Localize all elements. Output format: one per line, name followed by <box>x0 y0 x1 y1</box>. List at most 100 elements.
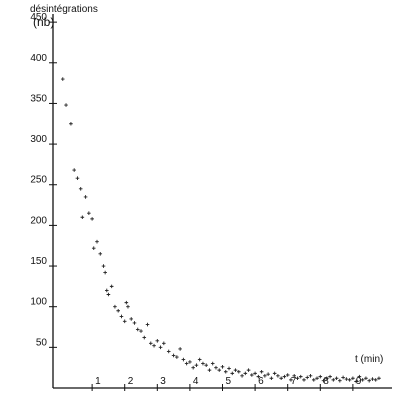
data-point <box>282 374 287 379</box>
data-point <box>217 368 222 372</box>
data-point <box>178 347 182 351</box>
data-point <box>276 374 280 378</box>
data-point <box>171 353 176 358</box>
data-point <box>347 378 352 382</box>
data-point <box>354 379 358 384</box>
data-point <box>289 378 293 382</box>
y-tick-label: 450 <box>30 12 47 23</box>
data-point <box>315 376 319 381</box>
data-point <box>308 374 313 378</box>
data-point <box>250 373 254 377</box>
y-tick-label: 150 <box>30 256 47 267</box>
data-point <box>152 343 156 348</box>
data-point <box>311 378 316 382</box>
x-tick-label: 5 <box>226 376 232 387</box>
data-point <box>103 270 107 275</box>
data-point <box>75 176 80 181</box>
data-point <box>148 341 153 346</box>
data-point <box>207 368 212 372</box>
data-point <box>360 378 365 382</box>
data-point <box>295 376 300 381</box>
data-point <box>377 376 381 381</box>
data-point <box>236 369 241 374</box>
y-tick-label: 250 <box>30 175 47 186</box>
data-points <box>60 77 381 384</box>
x-tick-label: 6 <box>258 376 264 387</box>
data-point <box>90 217 94 221</box>
data-point <box>129 317 134 321</box>
data-point <box>266 372 270 376</box>
data-point <box>181 357 186 362</box>
data-point <box>263 374 267 378</box>
data-point <box>351 376 355 381</box>
data-point <box>321 378 326 383</box>
data-point <box>139 329 143 333</box>
y-ticks: 50 100 150 200 250 300 350 400 450 <box>30 12 57 348</box>
data-point <box>214 365 218 370</box>
data-point <box>344 377 349 381</box>
data-point <box>272 371 277 376</box>
data-point <box>204 363 209 368</box>
data-point <box>135 327 140 332</box>
data-point <box>116 308 120 313</box>
data-point <box>357 374 362 379</box>
data-point <box>210 361 215 366</box>
data-point <box>220 365 225 369</box>
data-point <box>78 187 83 191</box>
data-point <box>91 246 96 250</box>
data-point <box>298 374 303 379</box>
data-point <box>197 357 202 362</box>
data-point <box>95 239 99 244</box>
data-point <box>80 215 85 220</box>
data-point <box>60 77 65 81</box>
data-point <box>285 373 290 377</box>
data-point <box>334 376 339 381</box>
x-ticks: 1 2 3 4 5 6 7 8 9 <box>91 376 362 391</box>
data-point <box>158 345 163 350</box>
data-point <box>106 292 111 297</box>
data-point <box>124 300 129 305</box>
x-tick-label: 7 <box>291 376 297 387</box>
data-point <box>191 365 195 370</box>
data-point <box>142 335 147 340</box>
data-point <box>318 374 323 379</box>
data-point <box>101 264 106 268</box>
data-point <box>188 360 192 364</box>
data-point <box>98 252 103 256</box>
data-point <box>364 376 368 381</box>
data-point <box>184 361 189 366</box>
data-point <box>132 321 137 325</box>
data-point <box>162 341 166 346</box>
data-point <box>302 378 306 382</box>
data-point <box>109 284 114 289</box>
y-axis-unit: (nb) <box>33 15 54 29</box>
data-point <box>253 371 257 376</box>
x-tick-label: 1 <box>95 376 101 387</box>
x-tick-label: 9 <box>356 376 362 387</box>
y-tick-label: 100 <box>30 297 47 308</box>
x-tick-label: 3 <box>160 376 166 387</box>
data-point <box>243 371 248 376</box>
data-point <box>113 304 117 309</box>
data-point <box>256 374 261 379</box>
data-point <box>194 363 199 368</box>
data-point <box>64 103 68 107</box>
data-point <box>305 375 310 380</box>
x-tick-label: 8 <box>323 376 329 387</box>
data-point <box>233 368 238 372</box>
data-point <box>328 374 332 379</box>
y-axis-label: désintégrations <box>30 4 98 15</box>
data-point <box>279 376 283 381</box>
y-tick-label: 200 <box>30 215 47 226</box>
data-point <box>201 361 205 366</box>
data-point <box>83 195 88 199</box>
data-point <box>325 376 329 381</box>
y-tick-label: 300 <box>30 134 47 145</box>
data-point <box>341 375 345 380</box>
data-point <box>104 288 109 293</box>
data-point <box>119 314 124 319</box>
y-tick-label: 50 <box>36 337 48 348</box>
data-point <box>240 374 244 378</box>
data-point <box>269 376 274 381</box>
data-point <box>259 369 264 374</box>
